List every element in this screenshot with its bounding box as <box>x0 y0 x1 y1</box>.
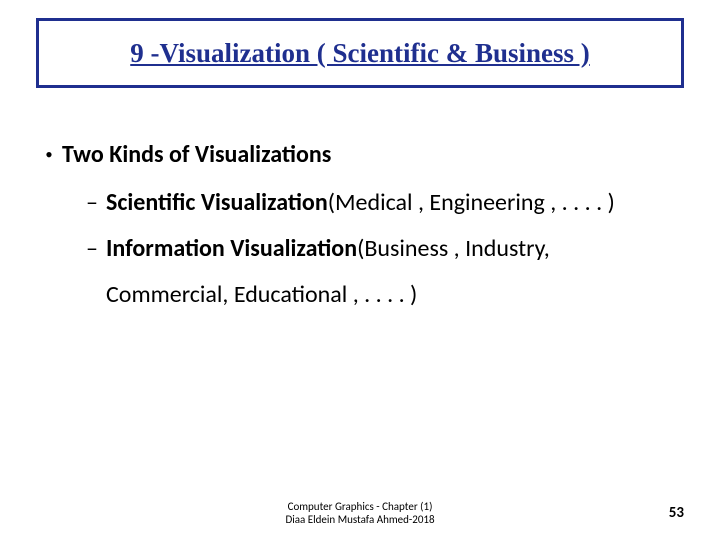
item-bold: Scientific Visualization <box>106 188 328 217</box>
list-item: – Information Visualization(Business , I… <box>86 232 684 266</box>
dash-icon: – <box>86 232 106 266</box>
main-bullet-row: • Two Kinds of Visualizations <box>36 140 684 170</box>
footer: Computer Graphics - Chapter (1) Diaa Eld… <box>0 500 720 526</box>
item-text: Scientific Visualization(Medical , Engin… <box>106 186 615 220</box>
bullet-icon: • <box>36 140 62 170</box>
page-number: 53 <box>669 504 684 522</box>
footer-line1: Computer Graphics - Chapter (1) <box>0 500 720 513</box>
item-text: Information Visualization(Business , Ind… <box>106 232 550 266</box>
item-rest: (Business , Industry, <box>357 234 550 263</box>
slide-title: 9 -Visualization ( Scientific & Business… <box>130 38 590 69</box>
dash-icon: – <box>86 186 106 220</box>
slide: 9 -Visualization ( Scientific & Business… <box>0 0 720 540</box>
footer-line2: Diaa Eldein Mustafa Ahmed-2018 <box>0 513 720 526</box>
item-rest: (Medical , Engineering , . . . . ) <box>328 188 615 217</box>
item-continuation: Commercial, Educational , . . . . ) <box>106 278 684 312</box>
title-box: 9 -Visualization ( Scientific & Business… <box>36 18 684 88</box>
item-bold: Information Visualization <box>106 234 357 263</box>
main-heading: Two Kinds of Visualizations <box>62 140 331 170</box>
list-item: – Scientific Visualization(Medical , Eng… <box>86 186 684 220</box>
content-area: • Two Kinds of Visualizations – Scientif… <box>36 140 684 324</box>
